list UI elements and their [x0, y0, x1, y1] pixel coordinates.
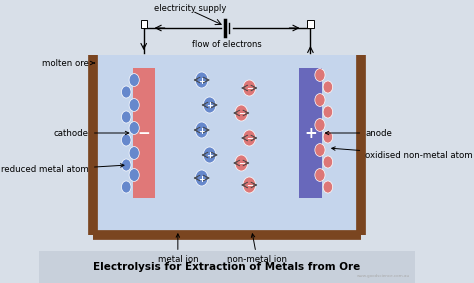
Circle shape — [121, 86, 131, 98]
Text: +: + — [198, 127, 205, 136]
Circle shape — [323, 181, 333, 193]
Circle shape — [129, 122, 139, 134]
Circle shape — [323, 106, 333, 118]
Circle shape — [243, 80, 255, 96]
Text: +: + — [304, 125, 317, 140]
Circle shape — [323, 81, 333, 93]
Text: −: − — [246, 134, 253, 143]
Bar — [307, 20, 314, 28]
Circle shape — [315, 143, 325, 156]
Text: Electrolysis for Extraction of Metals from Ore: Electrolysis for Extraction of Metals fr… — [93, 262, 361, 272]
Bar — [96, 55, 358, 235]
Text: molten ore: molten ore — [42, 59, 94, 68]
Text: reduced metal atom: reduced metal atom — [1, 164, 124, 175]
Circle shape — [121, 159, 131, 171]
Text: +: + — [206, 102, 213, 110]
Text: anode: anode — [325, 128, 392, 138]
Circle shape — [129, 98, 139, 112]
Text: −: − — [246, 181, 253, 190]
Circle shape — [323, 131, 333, 143]
Text: +: + — [206, 151, 213, 160]
Circle shape — [315, 68, 325, 82]
Text: −: − — [137, 125, 150, 140]
Circle shape — [195, 122, 208, 138]
Text: +: + — [198, 175, 205, 183]
Circle shape — [243, 177, 255, 193]
Bar — [299, 68, 321, 198]
Text: oxidised non-metal atom: oxidised non-metal atom — [332, 147, 473, 160]
Bar — [133, 68, 155, 198]
Circle shape — [121, 134, 131, 146]
Text: −: − — [238, 110, 245, 119]
Text: +: + — [198, 76, 205, 85]
Circle shape — [121, 181, 131, 193]
Text: flow of electrons: flow of electrons — [192, 40, 262, 49]
Circle shape — [129, 169, 139, 181]
Circle shape — [315, 169, 325, 181]
Text: www.goodscience.com.au: www.goodscience.com.au — [357, 274, 410, 278]
Bar — [39, 251, 415, 283]
Text: metal ion: metal ion — [157, 234, 198, 264]
Circle shape — [129, 74, 139, 86]
Text: cathode: cathode — [54, 128, 129, 138]
Circle shape — [129, 147, 139, 159]
Circle shape — [315, 119, 325, 131]
Circle shape — [315, 94, 325, 106]
Circle shape — [203, 97, 216, 113]
Circle shape — [203, 147, 216, 163]
Circle shape — [121, 111, 131, 123]
Text: electricity supply: electricity supply — [154, 4, 226, 13]
Text: −: − — [238, 160, 245, 168]
Circle shape — [243, 130, 255, 146]
Text: −: − — [246, 85, 253, 93]
Circle shape — [195, 170, 208, 186]
Circle shape — [235, 155, 248, 171]
Bar — [140, 20, 147, 28]
Circle shape — [235, 105, 248, 121]
Circle shape — [323, 156, 333, 168]
Circle shape — [195, 72, 208, 88]
Text: non-metal ion: non-metal ion — [227, 234, 287, 264]
